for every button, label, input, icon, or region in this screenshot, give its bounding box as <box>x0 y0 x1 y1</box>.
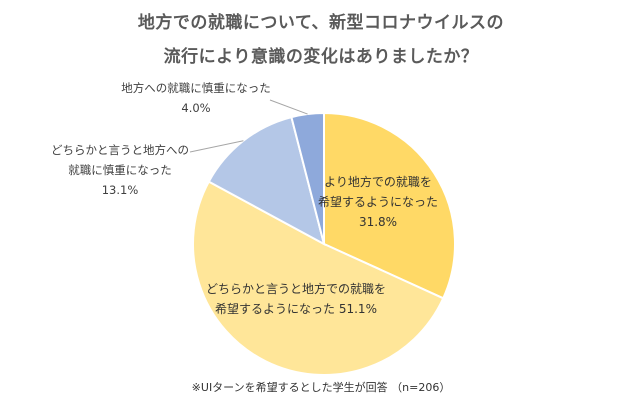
pie-slice-0 <box>323 111 456 300</box>
pie-slices <box>191 111 456 377</box>
slice-label-3: 地方への就職に慎重になった 4.0% <box>121 81 271 115</box>
leader-line-3 <box>269 99 308 115</box>
chart-title-line-1: 地方での就職について、新型コロナウイルスの <box>137 13 505 33</box>
slice-label-0: より地方での就職を希望するようになった 31.8% <box>318 174 438 229</box>
chart-footnote: ※UIターンを希望するとした学生が回答 （n=206） <box>191 381 451 394</box>
pie-slice-3 <box>290 111 325 245</box>
slice-label-2: どちらかと言うと地方への就職に慎重になった 13.1% <box>51 143 189 197</box>
pie-slice-1 <box>191 180 445 377</box>
pie-labels: より地方での就職を希望するようになった 31.8% どちらかと言うと地方での就職を希… <box>51 81 438 316</box>
chart-title-line-2: 流行により意識の変化はありましたか？ <box>163 47 479 67</box>
leader-line-2 <box>189 140 244 153</box>
slice-label-1: どちらかと言うと地方での就職を希望するようになった 51.1% <box>206 281 386 316</box>
pie-slice-2 <box>207 115 326 246</box>
